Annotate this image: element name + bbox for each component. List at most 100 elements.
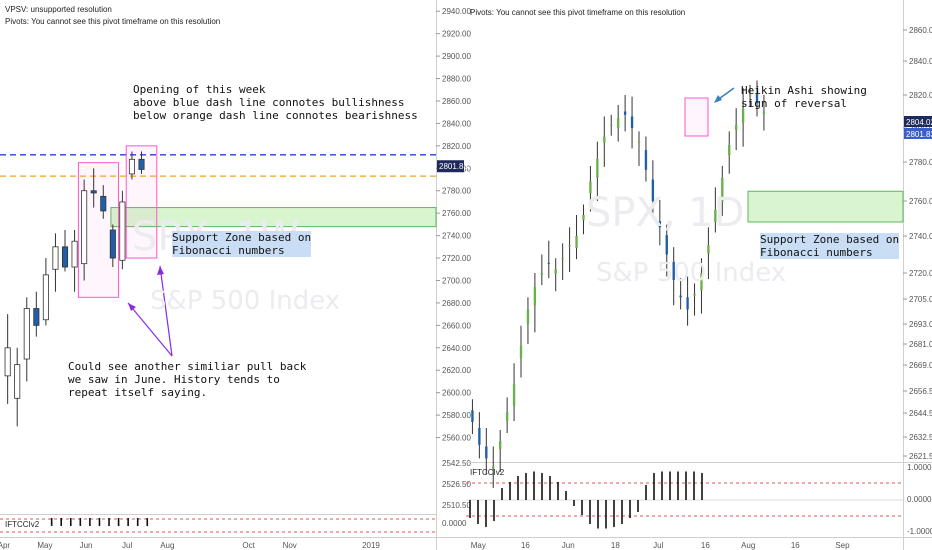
support-zone-label-left: Support Zone based on Fibonacci numbers [172, 231, 312, 257]
ha-body-39 [741, 108, 745, 124]
week-opening-note: Opening of this week above blue dash lin… [133, 83, 418, 122]
candle-body-14 [138, 158, 145, 170]
ha-body-33 [700, 273, 703, 291]
ha-body-23 [630, 116, 634, 128]
candle-body-4 [42, 274, 49, 321]
right-osc-tick-0: 1.0000 [907, 463, 932, 472]
reversal-arrow-head [714, 95, 722, 103]
left-xtick-1: May [37, 541, 52, 550]
right-ytick-label-1: 2840.00 [909, 57, 932, 66]
ha-body-1 [478, 428, 481, 445]
ha-body-30 [679, 295, 682, 298]
right-last-price-badge-b [904, 128, 932, 139]
candle-body-12 [119, 201, 126, 261]
left-xtick-3: Jul [122, 541, 132, 550]
right-last-price-badge-a [904, 116, 932, 127]
ha-body-7 [519, 345, 523, 358]
left-ytick-label-19: 2560.00 [442, 434, 471, 443]
pullback-arrow-line-1 [127, 302, 173, 357]
ha-body-38 [734, 124, 738, 130]
right-ytick-label-12: 2656.50 [909, 387, 932, 396]
left-ytick-label-17: 2600.00 [442, 389, 471, 398]
left-ytick-label-10: 2740.00 [442, 232, 471, 241]
watermark-name-left: S&P 500 Index [150, 286, 341, 316]
left-osc-tick-3: 0.0000 [442, 519, 467, 528]
candle-body-0 [4, 347, 11, 377]
left-ytick-label-6: 2820.00 [442, 142, 471, 151]
candle-body-1 [14, 364, 21, 399]
left-xtick-5: Oct [242, 541, 255, 550]
ha-body-10 [540, 273, 544, 275]
right-ytick-label-10: 2681.00 [909, 340, 932, 349]
ha-body-19 [603, 136, 606, 143]
right-ytick-label-15: 2621.50 [909, 452, 932, 461]
candle-body-8 [81, 190, 88, 265]
left-ytick-label-4: 2860.00 [442, 97, 471, 106]
ha-body-9 [533, 286, 537, 306]
ha-body-32 [693, 293, 696, 296]
ha-body-35 [714, 209, 717, 222]
right-ytick-label-6: 2740.00 [909, 232, 932, 241]
ha-body-31 [686, 297, 689, 310]
ha-body-29 [672, 261, 675, 280]
left-ytick-label-15: 2640.00 [442, 344, 471, 353]
right-ytick-label-8: 2705.00 [909, 295, 932, 304]
support-zone-left [110, 207, 437, 228]
ha-body-17 [589, 181, 592, 194]
ha-body-37 [728, 145, 731, 156]
candle-body-9 [90, 190, 97, 194]
right-xtick-6: Aug [741, 541, 755, 550]
ha-body-42 [762, 111, 766, 114]
pullback-arrow-line-2 [159, 265, 173, 357]
candle-body-6 [61, 246, 69, 268]
left-xtick-2: Jun [80, 541, 93, 550]
left-osc-tick-0: 2542.50 [442, 459, 471, 468]
left-ytick-label-1: 2920.00 [442, 30, 471, 39]
left-ytick-label-11: 2720.00 [442, 254, 471, 263]
watermark-symbol-right: SPX, 1D [586, 190, 745, 236]
right-xtick-5: 16 [701, 541, 710, 550]
ha-body-6 [512, 383, 516, 406]
right-xtick-2: Jun [562, 541, 575, 550]
ha-body-5 [505, 412, 509, 421]
right-ytick-label-4: 2780.00 [909, 158, 932, 167]
left-xtick-0: Apr [0, 541, 10, 550]
left-ytick-label-8: 2780.00 [442, 187, 471, 196]
ha-body-40 [748, 95, 752, 97]
left-ytick-label-0: 2940.00 [442, 7, 471, 16]
left-xtick-7: 2019 [362, 541, 380, 550]
candle-body-5 [52, 246, 59, 270]
left-xtick-6: Nov [283, 541, 297, 550]
oscillator-title-left: IFTCCIv2 [5, 520, 40, 529]
candle-body-2 [23, 308, 30, 360]
right-osc-tick-2: -1.0000 [907, 527, 932, 536]
support-zone-right [747, 190, 904, 223]
right-osc-tick-1: 0.0000 [907, 495, 932, 504]
ha-body-41 [755, 94, 759, 104]
right-ytick-label-13: 2644.50 [909, 409, 932, 418]
right-xtick-4: Jul [653, 541, 663, 550]
ha-body-27 [658, 221, 662, 228]
candle-body-7 [71, 240, 78, 268]
pullback-note: Could see another similiar pull back we … [68, 360, 307, 399]
candle-body-11 [109, 229, 116, 259]
right-ytick-label-2: 2820.00 [909, 91, 932, 100]
left-ytick-label-2: 2900.00 [442, 52, 471, 61]
left-ytick-label-12: 2700.00 [442, 276, 471, 285]
ha-body-4 [499, 441, 502, 450]
right-ytick-label-14: 2632.50 [909, 433, 932, 442]
left-ytick-label-13: 2680.00 [442, 299, 471, 308]
pullback-arrow-head-1 [128, 303, 136, 311]
candle-body-3 [33, 308, 40, 326]
left-osc-tick-2: 2510.50 [442, 501, 471, 510]
ha-body-16 [582, 215, 585, 221]
vpsv-info-line: VPSV: unsupported resolution [5, 5, 112, 14]
right-ytick-label-5: 2760.00 [909, 197, 932, 206]
left-ytick-label-3: 2880.00 [442, 75, 471, 84]
left-ytick-label-16: 2620.00 [442, 366, 471, 375]
candle-body-13 [128, 158, 135, 175]
support-zone-label-right: Support Zone based on Fibonacci numbers [760, 233, 900, 259]
right-last-price-label-b: 2801.83 [906, 130, 932, 139]
ha-body-34 [707, 245, 710, 254]
ha-body-0 [471, 410, 474, 422]
